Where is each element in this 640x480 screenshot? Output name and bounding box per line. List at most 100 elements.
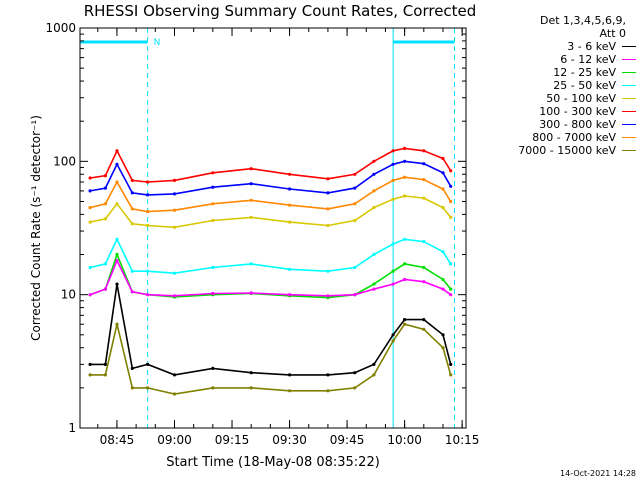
data-point [391,149,395,153]
data-point [441,171,445,175]
legend-entry-label: 800 - 7000 keV [532,131,616,144]
data-point [211,171,215,175]
data-point [353,202,357,206]
legend-header-line-1: Det 1,3,4,5,6,9, [539,14,626,27]
data-point [391,242,395,246]
data-point [353,293,357,297]
data-point [391,178,395,182]
data-point [422,240,426,244]
legend-entry: 3 - 6 keV [478,40,636,53]
data-point [353,371,357,375]
data-point [403,159,407,163]
legend-entries: 3 - 6 keV 6 - 12 keV 12 - 25 keV 25 - 50 ke… [478,40,636,157]
legend-swatch [622,137,636,138]
data-point [249,167,253,171]
data-point [88,362,92,366]
x-tick-label: 10:15 [445,433,480,447]
data-point [249,371,253,375]
data-point [422,327,426,331]
data-point [130,269,134,273]
data-point [172,271,177,275]
data-point [372,362,376,366]
data-point [353,265,357,270]
data-point [130,386,134,390]
data-point [88,265,92,270]
data-point [422,149,426,153]
data-point [211,185,215,189]
data-point [288,187,292,191]
data-point [372,373,376,377]
legend-entry-label: 100 - 300 keV [539,105,616,118]
data-point [130,207,134,211]
data-point [211,291,215,296]
legend-entry-label: 300 - 800 keV [539,118,616,131]
legend-entry: 100 - 300 keV [478,105,636,118]
data-point [249,262,253,266]
data-point [288,373,292,377]
data-point [211,386,215,390]
data-point [391,339,395,343]
data-point [103,202,107,206]
data-point [249,182,253,186]
legend-swatch [622,85,636,86]
data-point [146,386,150,390]
legend-entry-label: 6 - 12 keV [560,53,616,66]
data-point [115,180,119,184]
legend-entry: 50 - 100 keV [478,92,636,105]
data-point [88,220,92,224]
data-point [249,386,253,390]
data-point [103,262,107,266]
legend-entry: 800 - 7000 keV [478,131,636,144]
data-point [403,175,407,179]
data-point [172,225,177,229]
data-point [391,333,395,337]
legend-entry-label: 12 - 25 keV [553,66,616,79]
data-point [249,291,253,295]
y-axis-label: Corrected Count Rate (s⁻¹ detector⁻¹) [29,115,43,341]
legend-entry: 25 - 50 keV [478,79,636,92]
data-point [449,293,453,297]
x-tick-label: 09:30 [272,433,307,447]
data-point [146,193,150,197]
data-point [115,202,119,206]
x-tick-label: 09:15 [215,433,250,447]
y-tick-label: 100 [53,154,76,168]
data-point [449,362,453,366]
axis-ticks: 1 10 100 1000 08:45 09:00 09:15 09:30 09:45 10:00… [45,21,479,447]
data-point [88,373,92,377]
data-point [172,392,177,396]
data-point [441,333,445,337]
data-point [172,373,177,377]
x-tick-label: 09:00 [157,433,192,447]
data-point [449,373,453,377]
data-point [422,318,426,322]
data-point [288,172,292,176]
data-point [391,282,395,286]
data-point [353,386,357,390]
data-point [441,287,445,291]
legend-entry: 6 - 12 keV [478,53,636,66]
data-point [326,373,330,377]
data-point [353,172,357,176]
data-point [391,197,395,201]
data-point [115,252,119,257]
data-point [449,184,453,188]
data-point [88,189,92,193]
legend-swatch [622,46,636,47]
data-point [130,222,134,226]
data-point [88,206,92,210]
y-tick-label: 1000 [45,21,76,35]
data-point [326,191,330,195]
legend-entry: 12 - 25 keV [478,66,636,79]
data-point [103,362,107,366]
data-point [103,217,107,221]
chart-title: RHESSI Observing Summary Count Rates, Co… [83,2,477,20]
data-point [403,194,407,198]
data-point [449,169,453,173]
data-point [130,178,134,182]
data-point [441,156,445,161]
data-point [372,252,376,257]
data-point [211,218,215,223]
data-point [372,282,376,286]
